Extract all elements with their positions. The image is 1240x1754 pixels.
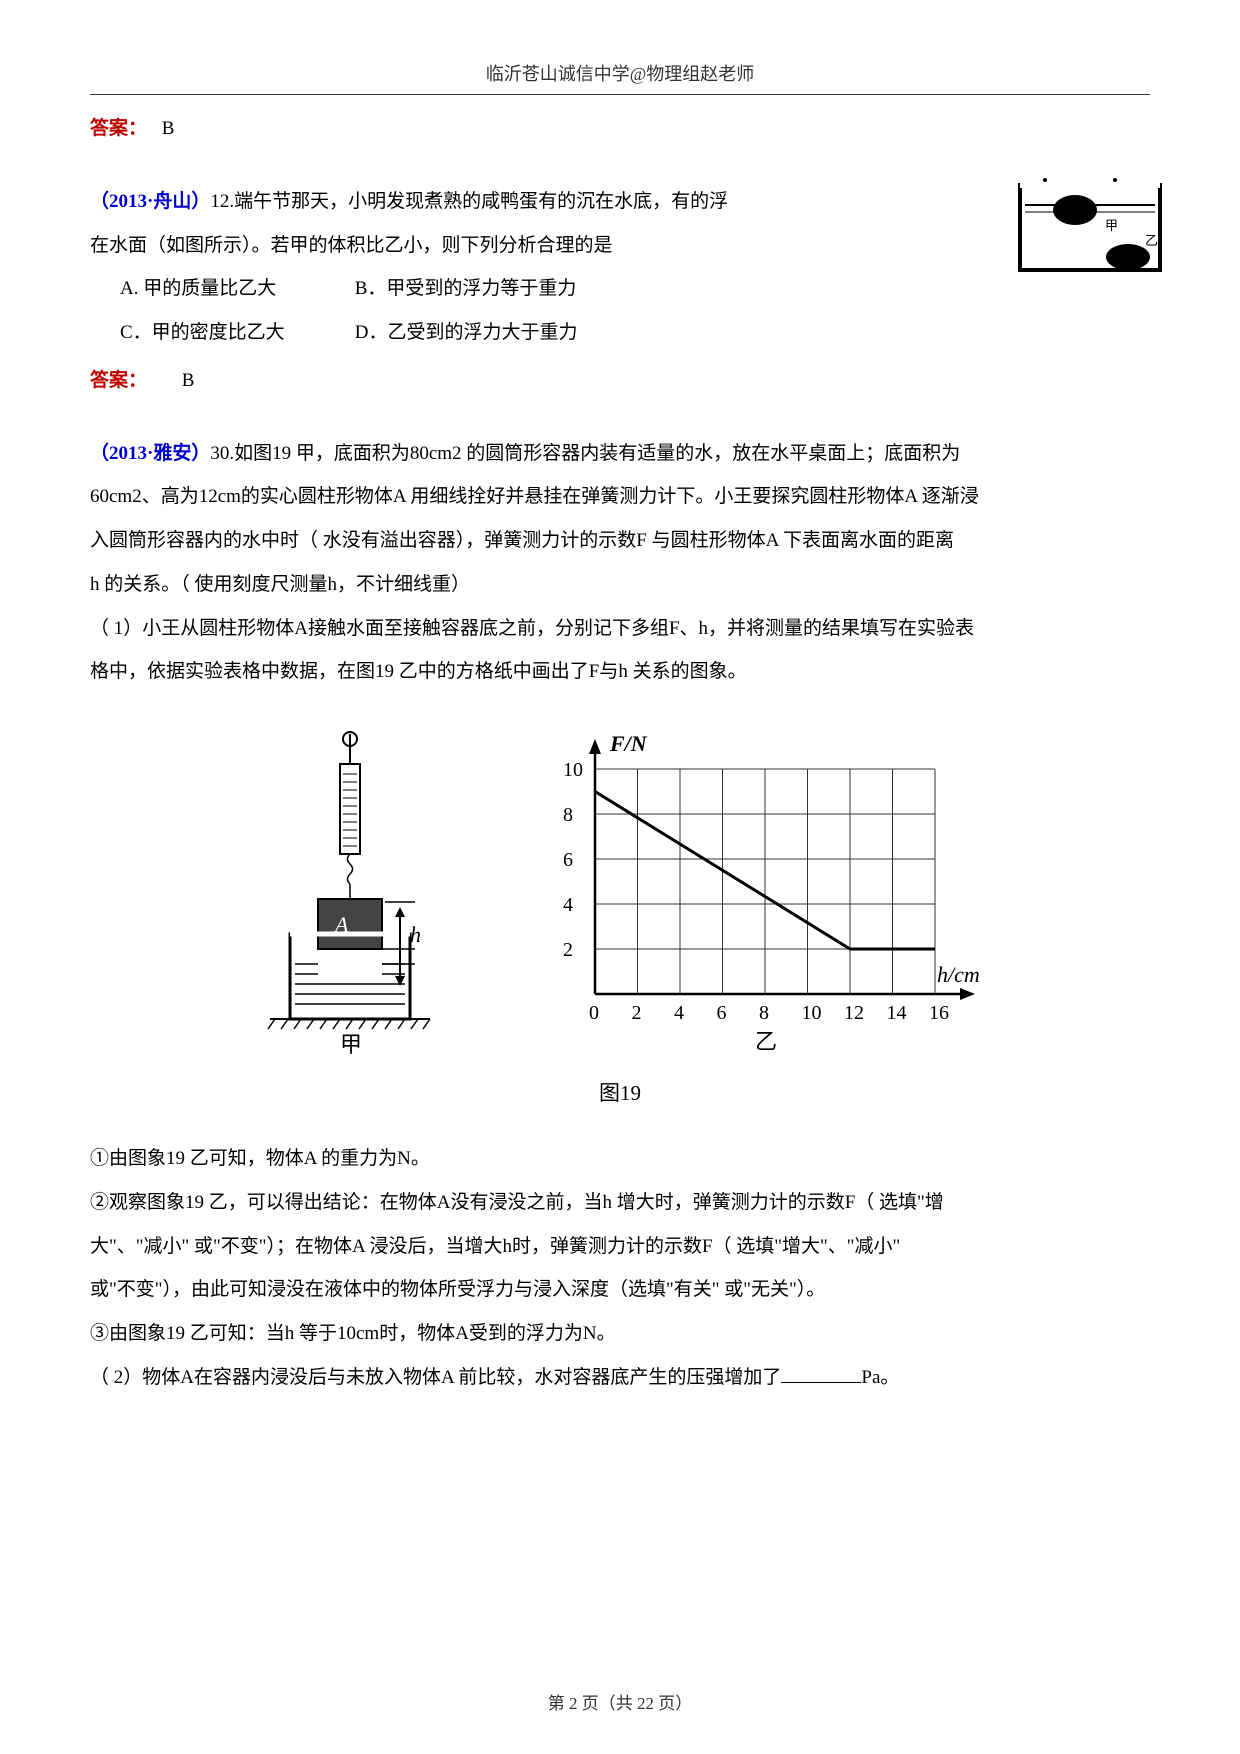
svg-text:0: 0 — [589, 1002, 599, 1024]
q1-optA: A. 甲的质量比乙大 — [120, 267, 350, 311]
svg-text:8: 8 — [759, 1002, 769, 1024]
q2-p2: 60cm2、高为12cm的实心圆柱形物体A 用细线拴好并悬挂在弹簧测力计下。小王… — [90, 475, 1150, 519]
answer-2: 答案： B — [90, 365, 1150, 392]
question-2: （2013·雅安）30.如图19 甲，底面积为80cm2 的圆筒形容器内装有适量… — [90, 432, 1150, 1400]
q1-text1: 端午节那天，小明发现煮熟的咸鸭蛋有的沉在水底，有的浮 — [234, 191, 728, 212]
page-footer: 第 2 页（共 22 页） — [0, 1689, 1240, 1714]
svg-text:10: 10 — [802, 1002, 822, 1024]
answer-1-label: 答案： — [90, 118, 147, 139]
answer-1: 答案： B — [90, 113, 1150, 140]
q1-options: A. 甲的质量比乙大 B．甲受到的浮力等于重力 C．甲的密度比乙大 D．乙受到的… — [90, 267, 1150, 354]
q2-source: （2013·雅安） — [90, 443, 210, 464]
q2-sub3: ③由图象19 乙可知：当h 等于10cm时，物体A受到的浮力为N。 — [90, 1312, 1150, 1356]
svg-text:16: 16 — [929, 1002, 949, 1024]
svg-text:4: 4 — [563, 894, 573, 916]
q1-optB: B．甲受到的浮力等于重力 — [355, 267, 577, 311]
svg-text:乙: 乙 — [755, 1029, 777, 1054]
page-header: 临沂苍山诚信中学@物理组赵老师 — [90, 60, 1150, 95]
figure-caption: 图19 — [90, 1069, 1150, 1117]
answer-2-label: 答案： — [90, 370, 147, 391]
answer-1-value: B — [162, 118, 175, 139]
fig-h-label: h — [410, 922, 421, 947]
svg-text:甲: 甲 — [1105, 218, 1118, 233]
q2-p5: （ 1）小王从圆柱形物体A接触水面至接触容器底之前，分别记下多组F、h，并将测量… — [90, 607, 1150, 651]
q2-p7a: （ 2）物体A在容器内浸没后与未放入物体A 前比较，水对容器底产生的压强增加了 — [90, 1367, 781, 1388]
question-1: 甲 乙 （2013·舟山）12.端午节那天，小明发现煮熟的咸鸭蛋有的沉在水底，有… — [90, 180, 1150, 355]
svg-text:10: 10 — [563, 759, 583, 781]
q1-optC: C．甲的密度比乙大 — [120, 311, 350, 355]
q2-p7: （ 2）物体A在容器内浸没后与未放入物体A 前比较，水对容器底产生的压强增加了 P… — [90, 1356, 1150, 1400]
q1-opt-row-1: A. 甲的质量比乙大 B．甲受到的浮力等于重力 — [120, 267, 1150, 311]
q1-opt-row-2: C．甲的密度比乙大 D．乙受到的浮力大于重力 — [120, 311, 1150, 355]
fig-left-label: 甲 — [340, 1032, 362, 1054]
q2-p1: （2013·雅安）30.如图19 甲，底面积为80cm2 的圆筒形容器内装有适量… — [90, 432, 1150, 476]
q1-num: 12. — [210, 191, 234, 212]
q2-sub2c: 或"不变"），由此可知浸没在液体中的物体所受浮力与浸入深度（选填"有关" 或"无… — [90, 1268, 1150, 1312]
figure-19: A h — [90, 724, 1150, 1054]
q2-p6: 格中，依据实验表格中数据，在图19 乙中的方格纸中画出了F与h 关系的图象。 — [90, 650, 1150, 694]
svg-text:2: 2 — [563, 939, 573, 961]
q2-p1-text: 如图19 甲，底面积为80cm2 的圆筒形容器内装有适量的水，放在水平桌面上；底… — [234, 443, 960, 464]
q2-sub2a: ②观察图象19 乙，可以得出结论：在物体A没有浸没之前，当h 增大时，弹簧测力计… — [90, 1181, 1150, 1225]
svg-text:12: 12 — [844, 1002, 864, 1024]
egg-container-image: 甲 乙 — [1010, 175, 1170, 280]
q1-source: （2013·舟山） — [90, 191, 210, 212]
svg-text:6: 6 — [563, 849, 573, 871]
answer-2-value: B — [182, 370, 195, 391]
svg-text:乙: 乙 — [1145, 233, 1158, 248]
svg-text:2: 2 — [632, 1002, 642, 1024]
svg-text:h/cm: h/cm — [937, 962, 980, 987]
q2-p7b: Pa。 — [861, 1367, 899, 1388]
q1-line1: （2013·舟山）12.端午节那天，小明发现煮熟的咸鸭蛋有的沉在水底，有的浮 — [90, 180, 1150, 224]
svg-text:14: 14 — [887, 1002, 907, 1024]
q2-p4: h 的关系。（ 使用刻度尺测量h，不计细线重） — [90, 563, 1150, 607]
q1-optD: D．乙受到的浮力大于重力 — [355, 311, 578, 355]
q2-sub2b: 大"、"减小" 或"不变"）；在物体A 浸没后，当增大h时，弹簧测力计的示数F（… — [90, 1225, 1150, 1269]
q2-num: 30. — [210, 443, 234, 464]
q2-sub1: ①由图象19 乙可知，物体A 的重力为N。 — [90, 1137, 1150, 1181]
svg-text:8: 8 — [563, 804, 573, 826]
q1-line2: 在水面（如图所示）。若甲的体积比乙小，则下列分析合理的是 — [90, 224, 1150, 268]
q2-p3: 入圆筒形容器内的水中时（ 水没有溢出容器），弹簧测力计的示数F 与圆柱形物体A … — [90, 519, 1150, 563]
svg-text:F/N: F/N — [609, 731, 648, 756]
svg-text:4: 4 — [674, 1002, 684, 1024]
blank-pressure — [781, 1365, 861, 1383]
figure-19-left: A h — [240, 724, 460, 1054]
svg-text:6: 6 — [717, 1002, 727, 1024]
figure-19-right-chart: F/N h/cm 0 2 4 6 8 10 12 14 16 2 4 6 8 10 乙 — [540, 724, 1000, 1054]
